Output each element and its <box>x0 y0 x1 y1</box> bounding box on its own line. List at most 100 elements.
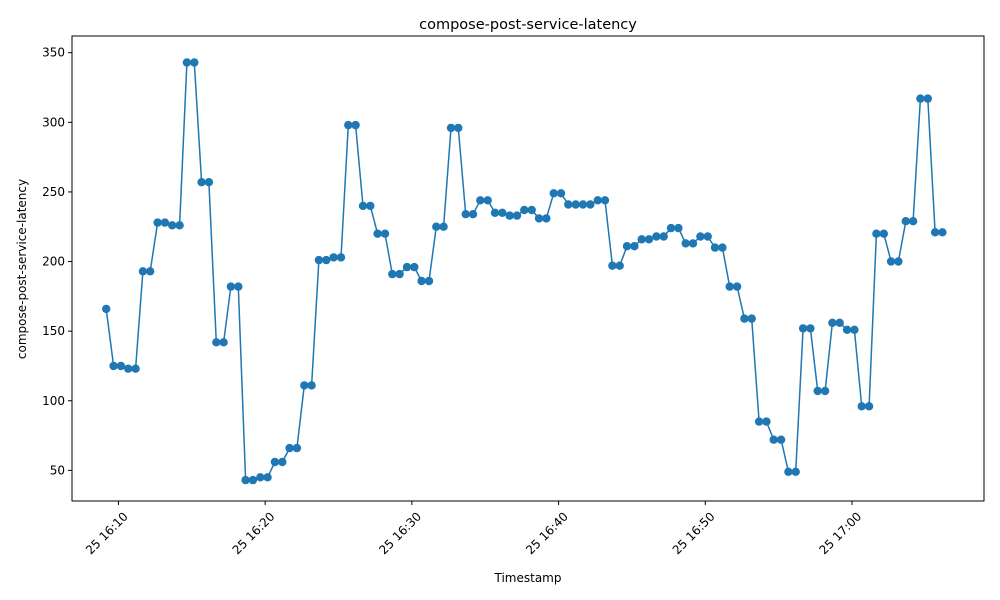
y-tick-label: 300 <box>42 115 65 129</box>
series-layer <box>102 58 947 485</box>
data-point <box>520 205 529 215</box>
data-point <box>432 222 441 231</box>
y-tick-label: 100 <box>42 394 65 408</box>
data-point <box>461 210 470 219</box>
data-point <box>410 262 419 272</box>
data-point <box>402 262 412 272</box>
data-point <box>864 402 874 411</box>
data-point <box>813 386 822 396</box>
x-axis-title: Timestamp <box>494 571 562 585</box>
data-point <box>894 257 903 266</box>
y-tick-label: 250 <box>42 185 65 199</box>
data-point <box>329 253 338 262</box>
data-point <box>322 255 331 265</box>
data-point <box>872 229 881 238</box>
data-point <box>534 214 544 223</box>
chart-title: compose-post-service-latency <box>419 17 637 33</box>
data-point <box>505 211 514 220</box>
data-point <box>292 443 302 453</box>
data-point <box>344 120 353 130</box>
data-point <box>637 235 646 244</box>
data-point <box>138 267 148 276</box>
data-point <box>278 457 287 467</box>
data-point <box>923 94 932 103</box>
data-point <box>476 196 485 205</box>
data-point <box>784 467 793 476</box>
data-point <box>498 208 507 217</box>
data-point <box>828 318 837 327</box>
data-point <box>336 253 346 262</box>
data-point <box>490 208 500 217</box>
y-tick-label: 200 <box>42 255 65 269</box>
data-point <box>226 282 236 291</box>
data-point <box>666 223 676 233</box>
data-point <box>168 221 177 230</box>
data-point <box>820 386 830 396</box>
data-point <box>358 201 368 211</box>
data-point <box>116 361 126 371</box>
data-point <box>351 120 360 130</box>
data-point <box>806 324 815 333</box>
data-point <box>182 58 192 67</box>
data-point <box>710 243 720 252</box>
data-point <box>307 381 316 390</box>
data-point <box>842 325 852 334</box>
y-tick-label: 150 <box>42 324 65 338</box>
y-axis-title: compose-post-service-latency <box>15 179 29 359</box>
data-point <box>740 314 749 323</box>
data-point <box>446 123 456 133</box>
data-point <box>388 269 397 279</box>
y-tick-label: 350 <box>42 46 65 60</box>
data-point <box>454 123 463 133</box>
data-point <box>300 381 309 390</box>
data-point <box>160 218 170 227</box>
data-point <box>417 276 426 286</box>
data-point <box>718 243 727 252</box>
data-point <box>688 239 698 248</box>
data-point <box>527 205 536 215</box>
data-point <box>102 304 111 314</box>
data-point <box>791 467 800 476</box>
data-point <box>938 228 947 237</box>
data-point <box>175 221 184 230</box>
data-point <box>600 196 610 205</box>
data-point <box>930 228 940 237</box>
data-point <box>263 473 272 482</box>
data-point <box>241 475 250 485</box>
data-point <box>439 222 448 231</box>
data-point <box>197 178 206 187</box>
data-point <box>248 475 258 485</box>
data-point <box>468 210 478 219</box>
data-point <box>285 443 294 453</box>
data-point <box>652 232 661 241</box>
data-point <box>908 217 918 226</box>
data-point <box>380 229 390 238</box>
data-point <box>725 282 734 291</box>
data-point <box>622 242 632 251</box>
data-point <box>373 229 382 238</box>
data-point <box>732 282 742 291</box>
data-point <box>659 232 668 241</box>
data-point <box>234 282 243 291</box>
data-point <box>608 261 617 270</box>
data-point <box>212 338 221 347</box>
data-point <box>703 232 712 241</box>
data-point <box>204 178 214 187</box>
data-point <box>835 318 844 327</box>
data-point <box>564 200 573 209</box>
y-tick-label: 50 <box>50 463 65 477</box>
data-point <box>549 189 558 198</box>
plot-frame <box>71 35 985 502</box>
data-point <box>850 325 859 334</box>
data-point <box>270 457 280 467</box>
data-point <box>696 232 705 241</box>
data-point <box>190 58 199 67</box>
data-point <box>124 364 133 373</box>
data-point <box>593 196 602 205</box>
data-point <box>366 201 375 211</box>
data-point <box>762 417 771 426</box>
data-point <box>512 211 522 220</box>
